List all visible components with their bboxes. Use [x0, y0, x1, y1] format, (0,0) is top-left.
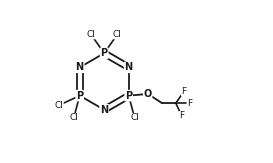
Text: F: F	[179, 111, 184, 120]
Text: Cl: Cl	[69, 113, 78, 122]
Text: F: F	[187, 99, 192, 108]
Text: Cl: Cl	[113, 30, 122, 39]
Text: P: P	[125, 91, 132, 101]
Text: N: N	[100, 105, 108, 115]
Text: P: P	[76, 91, 83, 101]
Text: P: P	[101, 48, 108, 58]
Text: N: N	[124, 62, 133, 72]
Text: N: N	[76, 62, 84, 72]
Text: F: F	[181, 87, 186, 96]
Text: O: O	[144, 89, 152, 99]
Text: Cl: Cl	[130, 113, 139, 122]
Text: Cl: Cl	[54, 101, 63, 110]
Text: Cl: Cl	[87, 30, 96, 39]
